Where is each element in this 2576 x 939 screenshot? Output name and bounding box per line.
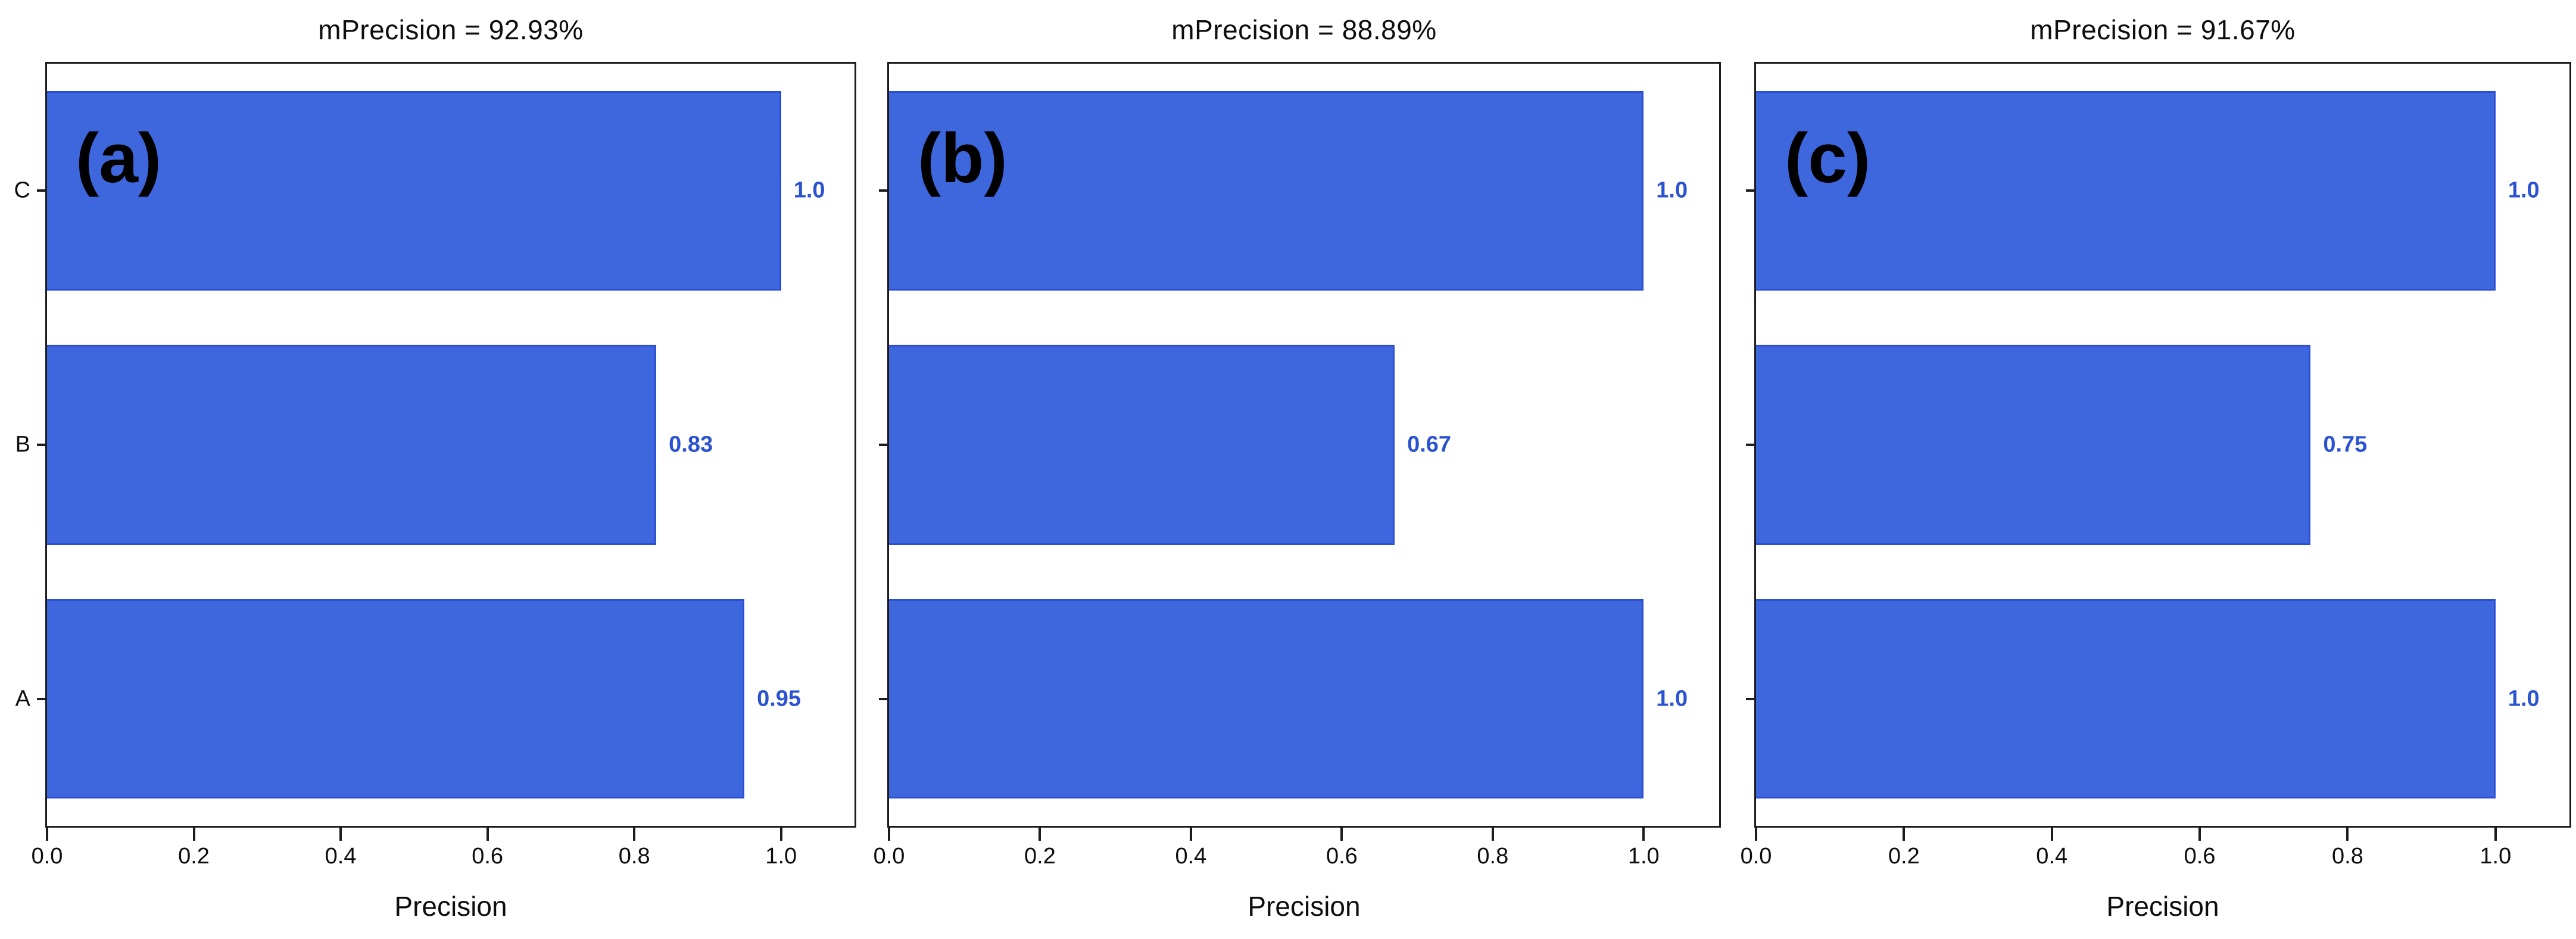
bar-value-label: 1.0 <box>1656 177 1688 203</box>
panel-letter: (b) <box>918 119 1008 198</box>
bar-value-label: 1.0 <box>2508 177 2540 203</box>
bar: 1.0 <box>1756 91 2540 291</box>
x-tick <box>1340 828 1343 841</box>
panel-title: mPrecision = 92.93% <box>318 14 584 45</box>
x-tick <box>779 828 782 841</box>
x-tick <box>888 828 890 841</box>
y-tick <box>1746 444 1756 446</box>
chart-panel-b: mPrecision = 88.89% (b) 1.0 0.67 1.0 0.0 0.2… <box>859 0 1721 939</box>
x-tick <box>2198 828 2201 841</box>
x-tick <box>1642 828 1645 841</box>
bar-value-label: 1.0 <box>2508 686 2540 712</box>
plot-area: (a) 1.0 C 0.83 B 0.95 A 0.0 0.2 0.4 0.6 0.8 1.0 <box>14 62 856 869</box>
x-tick <box>2346 828 2349 841</box>
chart-panel-c: mPrecision = 91.67% (c) 1.0 0.75 1.0 0.0 0.2… <box>1717 0 2576 939</box>
bar: 1.0 <box>1756 598 2540 799</box>
bar: 0.75 <box>1756 345 2367 545</box>
x-tick-label: 0.6 <box>472 844 504 869</box>
x-tick-label: 0.0 <box>873 844 905 869</box>
bar: 1.0 <box>889 91 1688 291</box>
panel-title: mPrecision = 91.67% <box>2030 14 2296 45</box>
plot-area: (b) 1.0 0.67 1.0 0.0 0.2 0.4 0.6 0.8 1.0 <box>874 62 1721 869</box>
x-tick <box>1189 828 1192 841</box>
y-tick <box>37 697 47 700</box>
x-tick-label: 0.2 <box>1024 844 1056 869</box>
panel-title: mPrecision = 88.89% <box>1171 14 1437 45</box>
bar: 0.95 <box>47 598 801 799</box>
bar-value-label: 0.75 <box>2323 432 2368 457</box>
y-tick <box>879 444 889 446</box>
x-tick-label: 0.8 <box>2332 844 2363 869</box>
x-tick <box>192 828 195 841</box>
x-tick <box>1038 828 1041 841</box>
bar: 1.0 <box>47 91 825 291</box>
panel-letter: (c) <box>1785 119 1871 198</box>
x-tick <box>2050 828 2053 841</box>
x-tick-label: 0.8 <box>1477 844 1509 869</box>
y-tick-label: A <box>15 686 30 712</box>
x-tick <box>1491 828 1494 841</box>
x-tick <box>1903 828 1906 841</box>
bar-value-label: 1.0 <box>1656 686 1688 712</box>
x-tick-label: 0.4 <box>325 844 357 869</box>
x-tick-label: 0.6 <box>2184 844 2216 869</box>
x-axis-label: Precision <box>1248 891 1361 922</box>
x-axis-label: Precision <box>2106 891 2219 922</box>
bar: 0.67 <box>889 345 1451 545</box>
plot-area: (c) 1.0 0.75 1.0 0.0 0.2 0.4 0.6 0.8 1.0 <box>1741 62 2571 869</box>
x-tick-label: 0.8 <box>618 844 650 869</box>
y-tick <box>879 697 889 700</box>
x-tick-label: 0.0 <box>1740 844 1772 869</box>
y-tick <box>37 189 47 192</box>
x-tick-label: 0.4 <box>1175 844 1207 869</box>
x-tick <box>633 828 636 841</box>
y-tick <box>1746 189 1756 192</box>
y-tick-label: B <box>15 432 30 457</box>
y-tick <box>879 189 889 192</box>
y-tick <box>1746 697 1756 700</box>
x-tick-label: 0.2 <box>1888 844 1920 869</box>
x-tick-label: 1.0 <box>2480 844 2512 869</box>
chart-panel-a: mPrecision = 92.93% (a) 1.0 C 0.83 B 0.95 A 0.… <box>0 0 859 939</box>
panel-letter: (a) <box>76 119 162 198</box>
bar-value-label: 1.0 <box>793 177 825 203</box>
x-tick <box>1755 828 1757 841</box>
x-tick-label: 0.6 <box>1326 844 1358 869</box>
bar-value-label: 0.67 <box>1407 432 1452 457</box>
bar: 1.0 <box>889 598 1688 799</box>
x-tick <box>339 828 342 841</box>
y-tick-label: C <box>14 177 30 203</box>
x-tick <box>486 828 489 841</box>
bar: 0.83 <box>47 345 713 545</box>
bar-value-label: 0.83 <box>669 432 713 457</box>
x-tick-label: 0.4 <box>2036 844 2068 869</box>
y-tick <box>37 444 47 446</box>
x-tick-label: 1.0 <box>1627 844 1660 869</box>
bar-value-label: 0.95 <box>757 686 802 712</box>
x-axis-label: Precision <box>394 891 507 922</box>
x-tick <box>2494 828 2497 841</box>
x-tick <box>46 828 48 841</box>
x-tick-label: 1.0 <box>765 844 797 869</box>
x-tick-label: 0.0 <box>31 844 63 869</box>
x-tick-label: 0.2 <box>178 844 210 869</box>
